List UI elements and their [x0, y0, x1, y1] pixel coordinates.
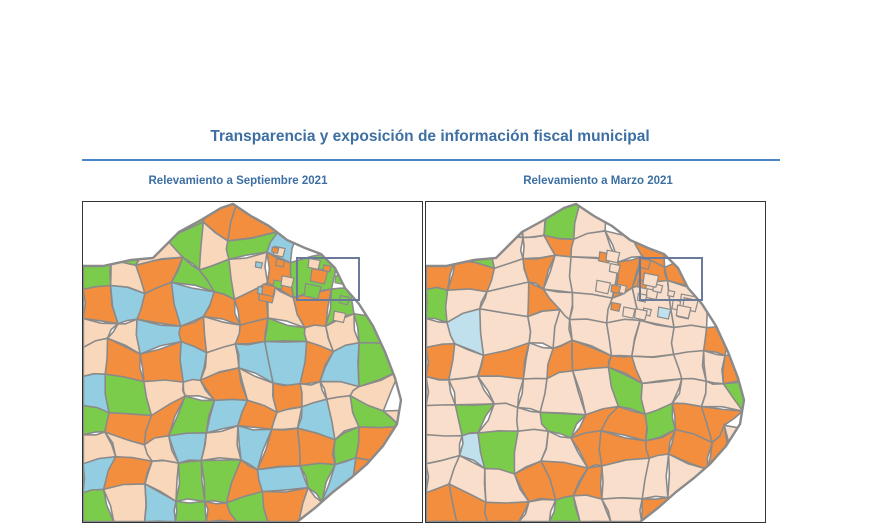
municipality-region [486, 204, 525, 239]
province-map-march [426, 202, 746, 522]
municipality-region-small [275, 258, 286, 268]
municipality-region-small [610, 283, 622, 295]
municipality-region [702, 349, 726, 385]
municipality-region-small [605, 249, 621, 264]
zoom-box-greater-buenos-aires [296, 257, 360, 301]
municipality-region-small [608, 262, 621, 275]
municipality-region-small [642, 272, 660, 288]
province-outline [83, 202, 403, 522]
municipality-region-small [675, 304, 692, 319]
municipality-region-small [307, 257, 322, 271]
municipality-region [721, 375, 744, 413]
municipality-region-small [261, 283, 277, 298]
municipality-region-small [280, 275, 295, 289]
municipality-region [351, 456, 401, 495]
municipality-region-small [656, 306, 672, 320]
municipality-regions [83, 204, 401, 522]
municipality-region-small [633, 307, 648, 321]
map-subtitle-march: Relevamiento a Marzo 2021 [523, 175, 673, 187]
province-map-september [83, 202, 403, 522]
municipality-region [600, 457, 651, 500]
municipality-region-small [254, 261, 264, 269]
municipality-region-small [610, 301, 622, 313]
municipality-region [723, 424, 744, 471]
municipality-region [666, 495, 705, 522]
municipality-region-small [309, 267, 329, 285]
municipality-regions [426, 204, 744, 522]
municipality-region-small [322, 264, 332, 273]
municipality-region-small [667, 289, 676, 298]
municipality-region-small [637, 257, 652, 271]
map-panel-march [425, 201, 766, 523]
municipality-region [174, 459, 206, 503]
municipality-region-small [622, 306, 636, 319]
municipality-region [630, 319, 677, 358]
map-panel-september [82, 201, 423, 523]
page-title: Transparencia y exposición de informació… [210, 128, 650, 145]
title-divider [82, 159, 780, 161]
municipality-region-small [332, 310, 347, 324]
municipality-region-small [271, 246, 280, 255]
province-outline [426, 202, 746, 522]
municipality-region [381, 404, 401, 436]
municipality-region [352, 312, 401, 346]
municipality-region [426, 286, 449, 324]
municipality-region-small [303, 282, 322, 300]
municipality-region-small [594, 279, 612, 295]
map-subtitle-september: Relevamiento a Septiembre 2021 [148, 175, 328, 187]
zoom-box-greater-buenos-aires [639, 257, 703, 301]
municipality-region [568, 291, 614, 324]
municipality-region [256, 465, 310, 493]
